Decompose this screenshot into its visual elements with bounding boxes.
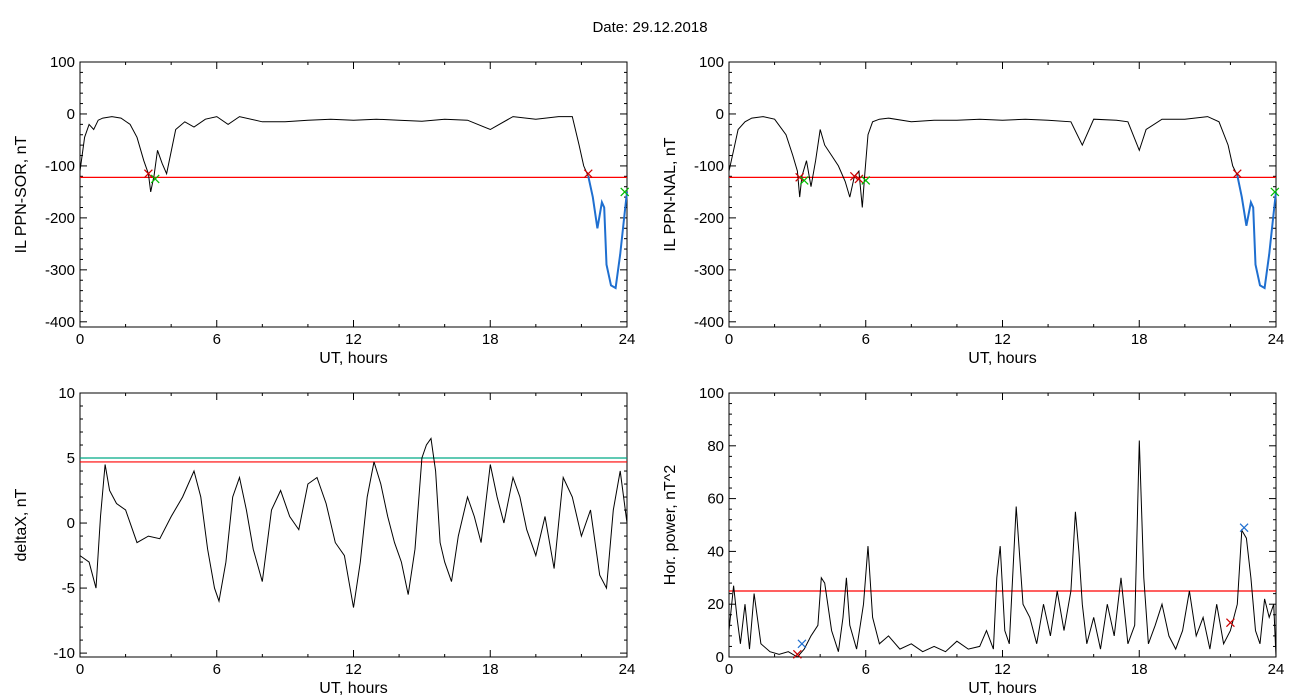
- marker-stroke: [792, 649, 802, 659]
- marker-red: [792, 649, 802, 659]
- x-tick-label: 24: [619, 661, 636, 678]
- y-tick-label: -400: [45, 314, 75, 331]
- x-tick-label: 6: [213, 331, 221, 348]
- marker-red: [1232, 169, 1242, 179]
- marker-green: [799, 176, 809, 185]
- x-tick-label: 12: [994, 661, 1011, 678]
- x-tick-label: 18: [482, 331, 499, 348]
- x-tick-label: 12: [345, 661, 362, 678]
- plot-frame: [728, 392, 1277, 658]
- marker-green: [861, 176, 871, 185]
- y-tick-label: -100: [45, 158, 75, 175]
- x-tick-label: 0: [76, 331, 84, 348]
- y-tick-label: 0: [67, 106, 75, 123]
- marker-stroke: [1232, 169, 1242, 179]
- series-line: [79, 437, 628, 608]
- y-tick-label: -400: [694, 314, 724, 331]
- y-tick-label: -300: [694, 262, 724, 279]
- panel-ppn-nal: 0 6 12 18 24 100 0 -100 -200 -300 -400 UT, hours IL …: [662, 54, 1284, 367]
- y-tick-label: 100: [699, 54, 724, 71]
- marker-red: [583, 169, 593, 179]
- y-tick-label: 0: [716, 106, 724, 123]
- y-tick-label: 100: [50, 54, 75, 71]
- y-tick-label: 20: [707, 596, 724, 613]
- marker-stroke: [150, 174, 160, 184]
- plot-frame: [79, 392, 628, 658]
- x-tick-label: 12: [345, 331, 362, 348]
- plot-frame: [79, 61, 628, 328]
- y-tick-label: -200: [694, 210, 724, 227]
- y-tick-label: 0: [67, 515, 75, 532]
- x-tick-label: 0: [76, 661, 84, 678]
- x-tick-label: 24: [1268, 661, 1285, 678]
- marker-stroke: [1239, 523, 1249, 533]
- marker-stroke: [849, 171, 859, 181]
- y-axis-label: Hor. power, nT^2: [662, 465, 679, 586]
- x-tick-label: 18: [482, 661, 499, 678]
- series-line: [728, 116, 1277, 289]
- marker-stroke: [620, 187, 630, 197]
- panel-hor-power: 0 6 12 18 24 100 80 60 40 20 0 UT, hours Hor. power,…: [662, 385, 1284, 697]
- marker-red: [849, 171, 859, 181]
- panel-deltax: 0 6 12 18 24 10 5 0 -5 -10 UT, hours deltaX, nT: [13, 385, 635, 697]
- marker-blue: [797, 639, 807, 649]
- x-tick-label: 0: [725, 661, 733, 678]
- y-axis-label: IL PPN-NAL, nT: [662, 137, 679, 251]
- y-tick-label: -200: [45, 210, 75, 227]
- series-line: [728, 440, 1277, 658]
- y-axis-label: deltaX, nT: [13, 488, 30, 561]
- marker-green: [150, 174, 160, 184]
- x-axis-label: UT, hours: [319, 350, 387, 367]
- x-axis-label: UT, hours: [319, 680, 387, 697]
- marker-stroke: [861, 176, 871, 185]
- x-tick-label: 18: [1131, 661, 1148, 678]
- y-tick-label: -300: [45, 262, 75, 279]
- marker-stroke: [797, 639, 807, 649]
- marker-green: [1270, 187, 1280, 197]
- y-tick-label: 10: [58, 385, 75, 402]
- marker-green: [620, 187, 630, 197]
- marker-stroke: [583, 169, 593, 179]
- y-tick-label: 5: [67, 450, 75, 467]
- x-tick-label: 6: [213, 661, 221, 678]
- figure-title: Date: 29.12.2018: [592, 19, 708, 36]
- x-tick-label: 12: [994, 331, 1011, 348]
- series-line: [79, 116, 628, 289]
- marker-stroke: [795, 172, 805, 182]
- x-tick-label: 24: [1268, 331, 1285, 348]
- plot-frame: [728, 61, 1277, 328]
- marker-stroke: [799, 176, 809, 185]
- marker-stroke: [143, 169, 153, 179]
- y-tick-label: 100: [699, 385, 724, 402]
- marker-red: [143, 169, 153, 179]
- y-tick-label: 80: [707, 438, 724, 455]
- marker-blue: [1239, 523, 1249, 533]
- y-tick-label: -5: [62, 580, 75, 597]
- x-tick-label: 24: [619, 331, 636, 348]
- y-tick-label: 0: [716, 649, 724, 666]
- marker-red: [1225, 618, 1235, 628]
- series-line-highlight: [587, 176, 628, 290]
- series-line-highlight: [1236, 175, 1277, 290]
- marker-stroke: [1225, 618, 1235, 628]
- x-tick-label: 6: [862, 661, 870, 678]
- marker-red: [854, 174, 864, 184]
- marker-red: [795, 172, 805, 182]
- y-axis-label: IL PPN-SOR, nT: [13, 135, 30, 253]
- panel-ppn-sor: 0 6 12 18 24 100 0 -100 -200 -300 -400 UT, hours IL …: [13, 54, 635, 367]
- x-axis-label: UT, hours: [968, 350, 1036, 367]
- y-tick-label: 40: [707, 543, 724, 560]
- marker-stroke: [1270, 187, 1280, 197]
- x-tick-label: 0: [725, 331, 733, 348]
- x-tick-label: 6: [862, 331, 870, 348]
- marker-stroke: [854, 174, 864, 184]
- y-tick-label: -100: [694, 158, 724, 175]
- x-tick-label: 18: [1131, 331, 1148, 348]
- y-tick-label: -10: [53, 645, 75, 662]
- x-axis-label: UT, hours: [968, 680, 1036, 697]
- y-tick-label: 60: [707, 491, 724, 508]
